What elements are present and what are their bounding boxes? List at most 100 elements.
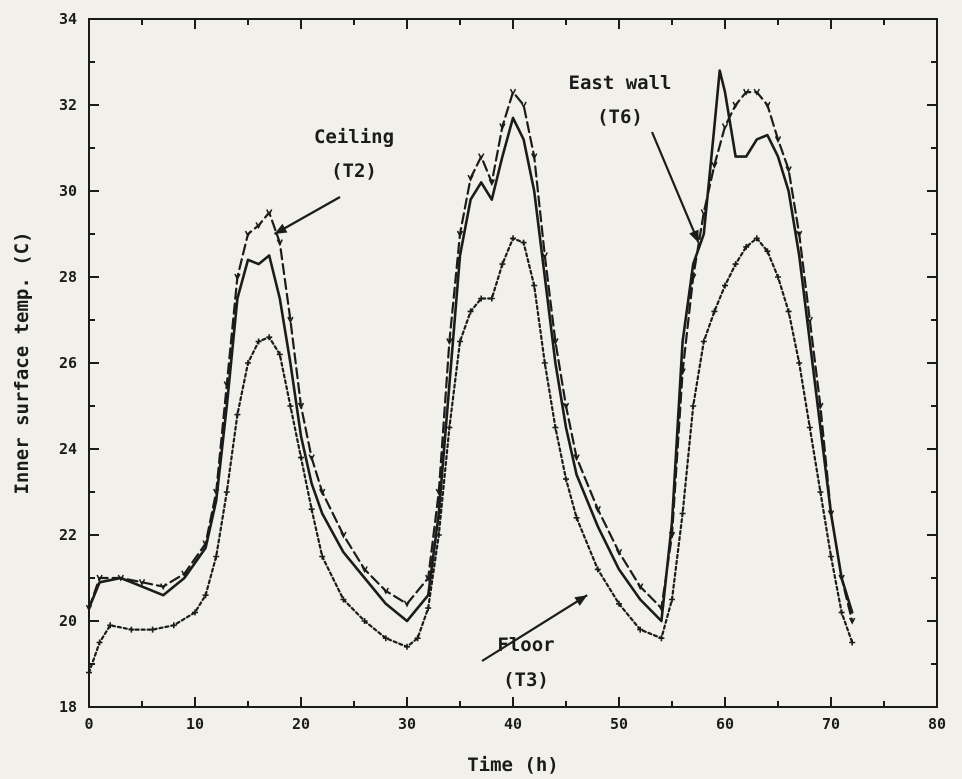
y-tick-label: 34 [59, 10, 77, 28]
data-point [775, 274, 781, 280]
series-markers-3 [86, 235, 856, 676]
annotation-eastwall-line1: East wall [569, 72, 672, 94]
series-layer [85, 69, 856, 676]
data-point [828, 553, 834, 560]
annotation-arrow-head [689, 229, 699, 243]
y-axis-title: Inner surface temp. (C) [11, 231, 33, 494]
data-point [340, 531, 347, 539]
data-point [107, 622, 114, 629]
data-point [255, 338, 262, 345]
data-point [817, 489, 824, 495]
y-tick-label: 20 [59, 612, 77, 630]
data-point [276, 239, 283, 247]
y-tick-label: 18 [59, 698, 77, 716]
data-point [86, 669, 92, 676]
data-point [382, 635, 389, 642]
data-point [160, 583, 167, 591]
data-point [764, 101, 771, 109]
data-point [722, 282, 728, 289]
x-tick-label: 70 [822, 715, 840, 733]
data-point [446, 338, 453, 346]
series-line-3 [87, 237, 854, 674]
x-tick-label: 40 [504, 715, 522, 733]
x-axis-title: Time (h) [467, 754, 559, 776]
data-point [181, 570, 188, 578]
data-point [669, 596, 675, 603]
data-point [721, 123, 729, 131]
data-point [478, 153, 485, 161]
data-point [361, 618, 368, 624]
data-point [520, 101, 527, 109]
data-point [796, 230, 803, 238]
data-point [563, 476, 569, 483]
data-point [266, 209, 273, 217]
data-point [128, 626, 135, 633]
data-point [806, 424, 813, 431]
data-point [499, 261, 506, 268]
data-point [562, 402, 570, 410]
data-point [711, 161, 718, 169]
series-line-1 [87, 90, 854, 623]
data-point [594, 505, 601, 513]
data-point [700, 338, 707, 345]
data-point [96, 574, 103, 582]
data-point [520, 239, 527, 246]
annotation-floor-line2: (T3) [503, 669, 549, 691]
x-tick-label: 80 [928, 715, 946, 733]
data-point [170, 622, 177, 629]
data-point [478, 295, 485, 302]
data-point [457, 338, 463, 345]
data-point [785, 166, 792, 174]
data-point [838, 609, 845, 616]
x-tick-label: 10 [186, 715, 204, 733]
data-point [340, 596, 347, 603]
annotation-arrow-line [273, 196, 341, 235]
data-point [446, 424, 453, 431]
data-point [488, 295, 495, 302]
data-point [615, 548, 623, 556]
data-point [594, 566, 601, 573]
x-tick-label: 20 [292, 715, 310, 733]
series-line-2 [87, 69, 854, 623]
data-point [785, 308, 792, 315]
annotation-eastwall-line2: (T6) [597, 106, 643, 128]
data-point [753, 88, 760, 96]
data-point [743, 243, 750, 250]
data-point [510, 235, 516, 242]
data-point [658, 635, 665, 642]
data-point [637, 626, 644, 633]
data-point [435, 532, 442, 538]
annotation-arrows [273, 131, 700, 662]
data-point [849, 639, 856, 646]
data-point [531, 153, 538, 161]
data-point [319, 553, 326, 560]
y-tick-label: 22 [59, 526, 77, 544]
y-tick-label: 30 [59, 182, 77, 200]
data-point [255, 222, 262, 230]
data-point [732, 101, 739, 109]
x-tick-label: 60 [716, 715, 734, 733]
data-point [298, 454, 304, 461]
data-point [245, 360, 251, 366]
data-point [573, 514, 580, 521]
data-point [403, 600, 411, 608]
data-point [117, 574, 124, 582]
data-point [287, 316, 294, 324]
data-point [223, 489, 230, 495]
data-point [509, 88, 517, 96]
data-point [456, 230, 464, 238]
data-point [138, 578, 146, 586]
data-point [287, 403, 294, 409]
data-point [308, 506, 315, 513]
data-point [711, 308, 718, 315]
data-point [192, 609, 198, 616]
data-point [743, 88, 750, 96]
data-point [849, 617, 856, 625]
data-point [234, 411, 241, 418]
data-point [361, 566, 368, 574]
x-tick-label: 0 [84, 715, 93, 733]
annotation-arrow-line [650, 131, 700, 244]
annotation-floor-line1: Floor [497, 634, 554, 656]
data-point [467, 174, 474, 182]
